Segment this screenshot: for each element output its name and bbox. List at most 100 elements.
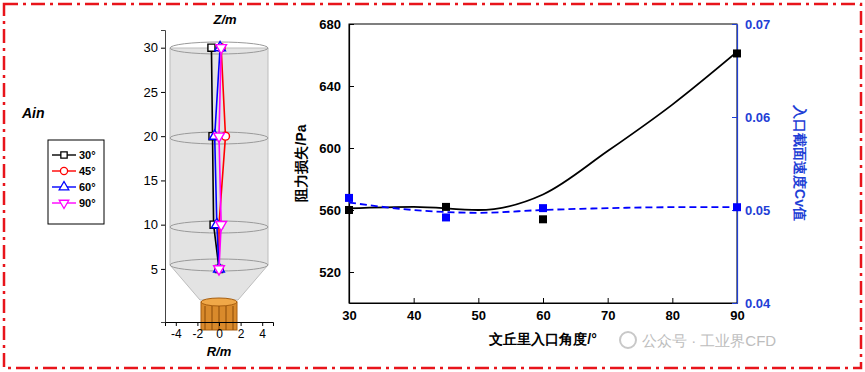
tick: 40: [407, 298, 421, 323]
tick-mark: [672, 298, 673, 303]
legend-label: 45°: [79, 165, 96, 177]
tick-mark: [732, 303, 737, 304]
tick-mark: [197, 322, 198, 326]
tick: 0.04: [732, 296, 771, 311]
tick-mark: [161, 225, 165, 226]
point: [733, 49, 741, 57]
tick-mark: [478, 298, 479, 303]
tick: 30: [144, 40, 165, 55]
point: [345, 194, 353, 202]
tick: -4: [171, 322, 182, 341]
tick: 0.07: [732, 17, 770, 32]
tick-label: 15: [144, 173, 158, 188]
tick: 60: [536, 298, 550, 323]
axis-line: [349, 25, 350, 304]
point: [442, 213, 450, 221]
tick-label: 4: [259, 327, 266, 341]
tick-mark: [161, 269, 165, 270]
tick-label: -2: [193, 327, 204, 341]
tick-label: 30: [144, 40, 158, 55]
tick-mark: [262, 322, 263, 326]
tick-label: 0: [216, 327, 223, 341]
y-axis: 520560600640680: [319, 17, 354, 304]
legend: 30°45°60°90°: [48, 140, 104, 224]
tick-label: 680: [319, 17, 341, 32]
tick-label: -4: [171, 327, 182, 341]
legend-marker: [60, 167, 67, 174]
point: [733, 203, 741, 211]
tick-mark: [161, 180, 165, 181]
tick-label: 60: [536, 308, 550, 323]
tick: 4: [259, 322, 266, 341]
legend-label: 60°: [79, 181, 96, 193]
profile-line: [219, 48, 221, 269]
tick: 5: [151, 262, 165, 277]
fit-line: [349, 52, 737, 210]
plot-area: [208, 41, 230, 275]
point: [208, 44, 215, 51]
venturi-rib: [212, 306, 213, 330]
legend-title: Ain: [21, 105, 45, 121]
tick-label: 90: [730, 308, 744, 323]
tick-mark: [349, 148, 354, 149]
y2-axis: 0.04 0.05 0.06 0.07: [732, 17, 771, 311]
tick: 680: [319, 17, 354, 32]
tick-label: 25: [144, 85, 158, 100]
x-axis: -4 -2 0 24: [166, 322, 274, 341]
tick-label: 40: [407, 308, 421, 323]
tick-label: 0.04: [745, 296, 771, 311]
tick-label: 0.07: [745, 17, 770, 32]
tick-label: 30: [342, 308, 356, 323]
tick-label: 10: [144, 217, 158, 232]
tick: 10: [144, 217, 165, 232]
tick-label: 0.06: [745, 110, 770, 125]
tick-label: 80: [666, 308, 680, 323]
axis-line: [166, 323, 274, 327]
vessel-body: [170, 48, 268, 300]
watermark-icon: [620, 332, 636, 348]
tick-mark: [349, 272, 354, 273]
tick-label: 70: [601, 308, 615, 323]
x-axis-title: R/m: [207, 344, 232, 359]
tick-mark: [219, 322, 220, 326]
tick-mark: [414, 298, 415, 303]
tick: 70: [601, 298, 615, 323]
chart-figure: 51015202530-4-2024R/mZ/mAin30°45°60°90°3…: [0, 0, 865, 372]
legend-marker: [59, 181, 69, 189]
profile-line: [219, 48, 225, 269]
tick-mark: [241, 322, 242, 326]
tick-mark: [732, 117, 737, 118]
point: [539, 204, 547, 212]
point: [216, 45, 227, 54]
venturi-rib: [226, 306, 227, 330]
tick-mark: [349, 86, 354, 87]
tick-label: 5: [151, 262, 158, 277]
point: [539, 215, 547, 223]
tick: 15: [144, 173, 165, 188]
y-axis-title: 阻力损失/Pa: [293, 124, 309, 201]
tick-mark: [349, 24, 354, 25]
tick-label: 560: [319, 203, 341, 218]
legend-label: 90°: [79, 197, 96, 209]
tick: 0.05: [732, 203, 770, 218]
y-axis-title: Z/m: [212, 12, 237, 27]
tick: 640: [319, 79, 354, 94]
tick-mark: [161, 136, 165, 137]
point: [214, 133, 225, 142]
geometry: [170, 42, 268, 330]
tick-label: 2: [238, 327, 245, 341]
tick-label: 50: [472, 308, 486, 323]
tick: 520: [319, 265, 354, 280]
tick-mark: [176, 322, 177, 326]
plot-area: [349, 52, 737, 213]
plot-points: [345, 49, 741, 223]
tick-label: 0.05: [745, 203, 770, 218]
tick: 20: [144, 129, 165, 144]
axis-line: [161, 31, 166, 323]
axis-line: [737, 25, 738, 304]
tick-label: 520: [319, 265, 341, 280]
tick-mark: [161, 48, 165, 49]
tick: -2: [193, 322, 204, 341]
axis-line: [350, 303, 738, 304]
x-axis-title: 文丘里入口角度/°: [488, 331, 597, 347]
